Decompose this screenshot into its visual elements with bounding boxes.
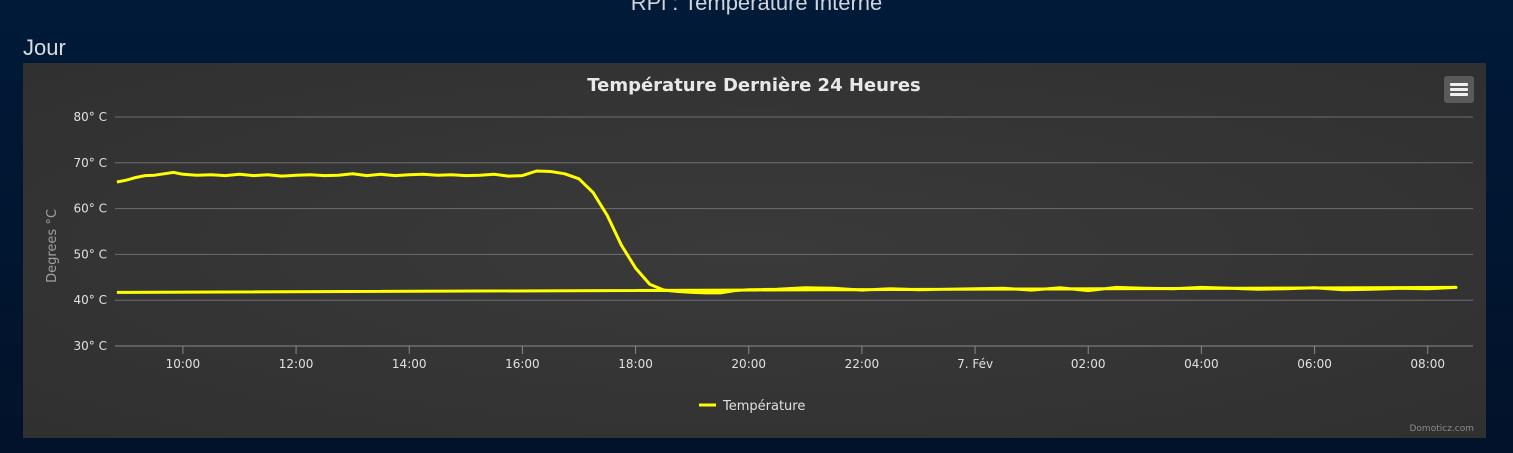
y-axis-label: Degrees °C: [45, 209, 60, 283]
section-title: Jour: [23, 35, 66, 60]
y-tick-label: 80° C: [74, 110, 107, 124]
x-axis-ticks: 10:00 12:00 14:00 16:00 18:00 20:00 22:00 7. Fé…: [115, 345, 1473, 371]
page-title: RPi : Température Interne: [630, 0, 883, 15]
x-tick-label: 08:00: [1410, 357, 1445, 371]
y-tick-label: 60° C: [74, 202, 107, 216]
y-tick-label: 50° C: [74, 247, 107, 261]
temperature-chart: Température Dernière 24 Heures Degrees °…: [23, 63, 1486, 438]
series-layer: [116, 169, 1458, 295]
y-tick-label: 30° C: [74, 339, 107, 353]
hamburger-menu-icon[interactable]: [1444, 76, 1474, 103]
y-axis-ticks: 30° C 40° C 50° C 60° C 70° C 80° C: [74, 110, 107, 353]
chart-credit[interactable]: Domoticz.com: [1409, 424, 1475, 434]
x-tick-label: 22:00: [845, 357, 880, 371]
chart-svg: Température Dernière 24 Heures Degrees °…: [45, 75, 1473, 414]
x-tick-label: 20:00: [731, 357, 766, 371]
x-tick-label: 16:00: [505, 357, 540, 371]
x-tick-label: 10:00: [166, 357, 201, 371]
x-tick-label: 02:00: [1071, 357, 1106, 371]
chart-title: Température Dernière 24 Heures: [587, 75, 921, 96]
x-tick-label: 18:00: [618, 357, 653, 371]
x-tick-label: 7. Fév: [957, 357, 993, 371]
chart-legend[interactable]: Température: [699, 399, 805, 414]
x-tick-label: 12:00: [279, 357, 314, 371]
x-tick-label: 14:00: [392, 357, 427, 371]
grid-lines: [115, 116, 1473, 347]
x-tick-label: 04:00: [1184, 357, 1219, 371]
y-tick-label: 40° C: [74, 293, 107, 307]
x-tick-label: 06:00: [1297, 357, 1332, 371]
legend-label: Température: [722, 399, 805, 414]
series-line-temperature[interactable]: [116, 169, 1458, 295]
y-tick-label: 70° C: [74, 156, 107, 170]
